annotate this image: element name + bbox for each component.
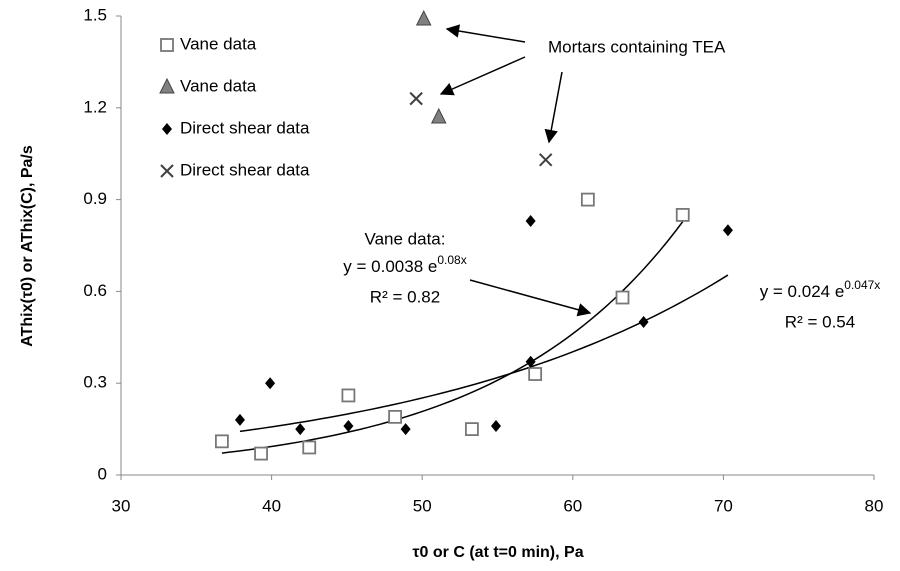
exponent: 0.047x (844, 278, 880, 292)
x-axis-label: τ0 or C (at t=0 min), Pa (412, 544, 583, 561)
annotation: Mortars containing TEA (548, 37, 726, 56)
legend-label: Vane data (180, 76, 257, 95)
trend-equation: y = 0.0038 e0.08x (343, 253, 466, 276)
marker-diamond (265, 377, 276, 390)
marker-diamond (162, 123, 172, 135)
marker-square (615, 290, 630, 305)
square (388, 409, 402, 424)
diamond (400, 423, 411, 436)
trend-r2: R² = 0.82 (370, 287, 440, 306)
diamond (638, 316, 649, 328)
trend-equation: y = 0.024 e0.047x (760, 278, 881, 301)
trend-title: Vane data: (365, 229, 446, 248)
marker-diamond (234, 413, 245, 426)
square (615, 290, 630, 305)
diamond (234, 413, 245, 426)
marker-diamond (295, 423, 306, 436)
square (254, 446, 268, 461)
y-tick-label: 0.6 (83, 281, 107, 300)
x-tick-label: 80 (865, 496, 884, 515)
marker-diamond (525, 215, 536, 228)
y-tick-label: 0.3 (83, 373, 107, 392)
marker-square (341, 388, 356, 403)
square (675, 207, 690, 222)
y-tick-label: 0.9 (83, 189, 107, 208)
marker-diamond (638, 316, 649, 328)
diamond (162, 123, 172, 135)
trend-r2: R² = 0.54 (785, 312, 855, 331)
diamond (343, 420, 354, 433)
marker-square (528, 367, 543, 381)
triangle (415, 9, 432, 26)
diamond (525, 355, 536, 368)
exponent: 0.08x (437, 253, 466, 267)
marker-square (388, 409, 402, 424)
y-tick-label: 1.2 (83, 97, 107, 116)
cross (160, 164, 174, 178)
marker-square (580, 192, 595, 207)
marker-square (215, 434, 229, 449)
marker-diamond (525, 355, 536, 368)
square (341, 388, 356, 403)
legend-label: Vane data (180, 34, 257, 53)
diamond (722, 224, 733, 237)
x-tick-label: 40 (262, 496, 281, 515)
trendline (239, 274, 729, 433)
square (464, 422, 479, 437)
marker-diamond (400, 423, 411, 436)
marker-square (160, 38, 174, 52)
x-tick-label: 70 (714, 496, 733, 515)
marker-square (675, 207, 690, 222)
arrows (439, 24, 592, 317)
diamond (265, 377, 276, 390)
marker-square (464, 422, 479, 437)
y-tick-label: 0 (98, 464, 107, 483)
square (528, 367, 543, 381)
x-tick-label: 50 (413, 496, 432, 515)
equation: y = 0.0038 e (343, 257, 437, 276)
marker-square (254, 446, 268, 461)
y-tick-label: 1.5 (83, 5, 107, 24)
marker-x (160, 164, 174, 178)
marker-square (302, 440, 317, 455)
marker-diamond (490, 420, 501, 433)
square (160, 38, 174, 52)
diamond (490, 420, 501, 433)
y-axis-label: AThix(τ0) or AThix(C), Pa/s (19, 145, 36, 347)
trendline (221, 221, 684, 454)
square (580, 192, 595, 207)
cross (538, 153, 553, 167)
marker-triangle (159, 77, 175, 94)
marker-x (409, 91, 423, 106)
triangle (430, 107, 447, 124)
x-tick-label: 60 (563, 496, 582, 515)
x-tick-label: 30 (112, 496, 131, 515)
marker-x (538, 153, 553, 167)
legend-label: Direct shear data (180, 160, 310, 179)
square (215, 434, 229, 449)
equation: y = 0.024 e (760, 282, 845, 301)
diamond (525, 215, 536, 228)
legend-label: Direct shear data (180, 118, 310, 137)
triangle (159, 77, 175, 94)
marker-triangle (415, 9, 432, 26)
cross (409, 91, 423, 106)
square (302, 440, 317, 455)
marker-diamond (722, 224, 733, 237)
marker-triangle (430, 107, 447, 124)
diamond (295, 423, 306, 436)
marker-diamond (343, 420, 354, 433)
